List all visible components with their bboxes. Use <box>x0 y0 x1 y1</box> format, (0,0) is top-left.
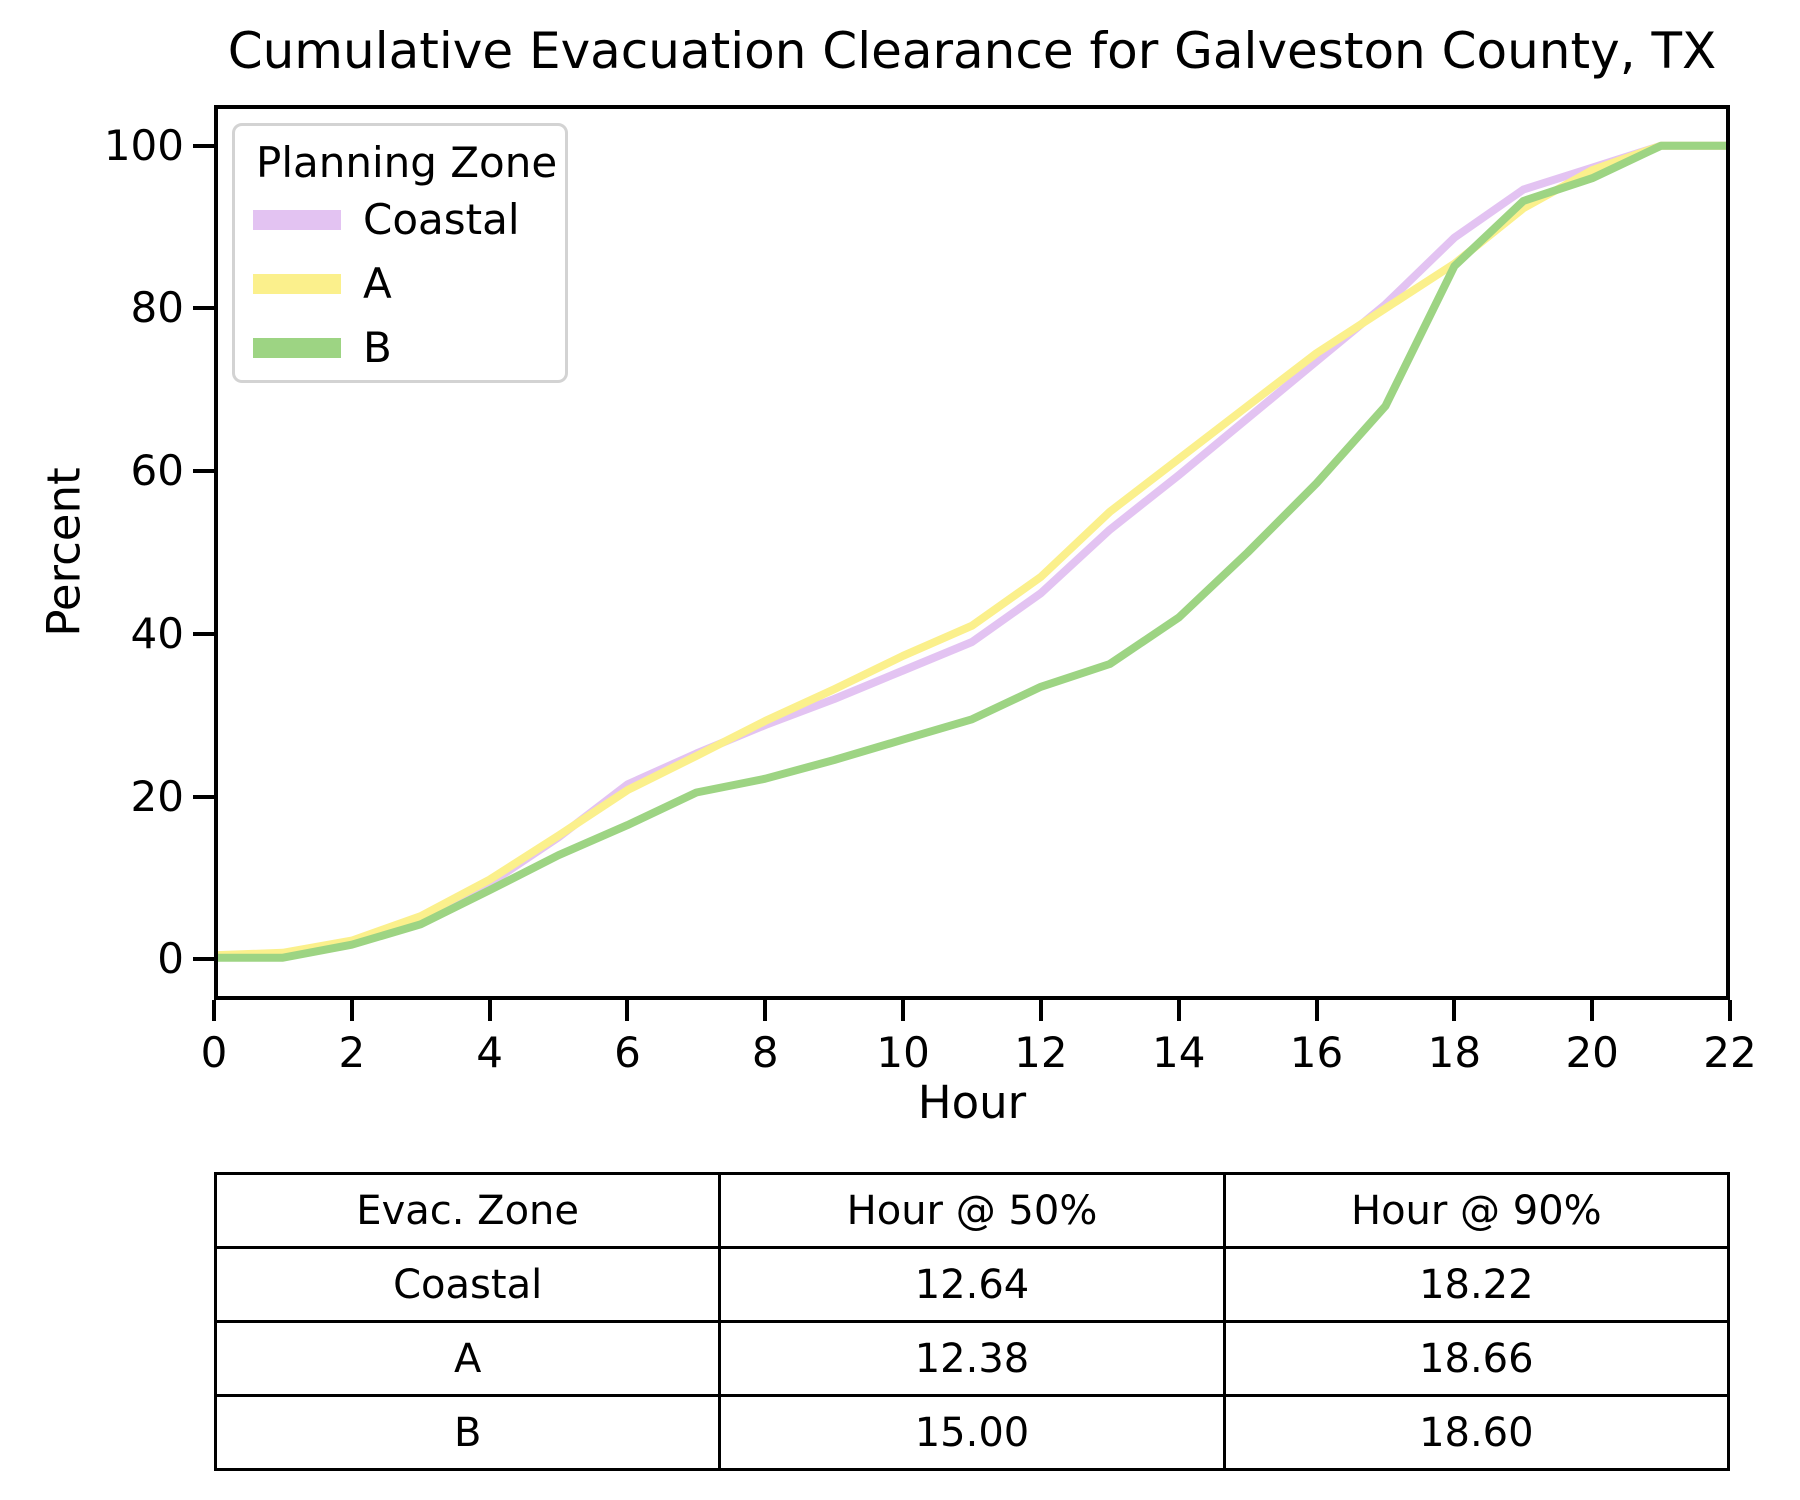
summary-table-head: Evac. Zone Hour @ 50% Hour @ 90% <box>213 1172 1731 1249</box>
table-cell: Coastal <box>213 1246 722 1323</box>
x-tick-mark <box>1728 1000 1732 1021</box>
x-tick-label: 22 <box>1703 1028 1757 1077</box>
legend-entry-b: B <box>235 323 565 372</box>
x-tick-label: 2 <box>338 1028 366 1077</box>
x-tick-label: 6 <box>614 1028 641 1077</box>
y-tick-mark <box>193 631 214 636</box>
x-tick-mark <box>212 1000 216 1021</box>
table-header-cell: Hour @ 90% <box>1222 1172 1731 1249</box>
y-tick-label: 100 <box>103 120 184 170</box>
table-row: A 12.38 18.66 <box>213 1320 1731 1397</box>
chart-title: Cumulative Evacuation Clearance for Galv… <box>227 22 1717 80</box>
summary-table-body: Coastal 12.64 18.22 A 12.38 18.66 B 15.00 18.60 <box>213 1246 1731 1471</box>
table-row: Coastal 12.64 18.22 <box>213 1246 1731 1323</box>
table-header-cell: Hour @ 50% <box>718 1172 1226 1249</box>
x-tick-mark <box>349 1000 354 1021</box>
legend-label: B <box>363 323 392 372</box>
table-cell: 18.66 <box>1222 1320 1731 1397</box>
legend-title: Planning Zone <box>256 138 558 187</box>
y-tick-label: 0 <box>157 934 184 984</box>
x-tick-label: 0 <box>200 1028 228 1077</box>
table-cell: 18.60 <box>1222 1394 1731 1471</box>
summary-table: Evac. Zone Hour @ 50% Hour @ 90% Coastal 12… <box>213 1172 1731 1471</box>
legend-label: A <box>363 259 392 308</box>
legend-entry-a: A <box>235 259 565 308</box>
x-tick-label: 20 <box>1565 1028 1619 1077</box>
y-tick-mark <box>193 143 214 148</box>
line-b <box>214 141 1730 962</box>
legend-label: Coastal <box>363 195 520 244</box>
x-tick-label: 8 <box>751 1028 779 1077</box>
legend-swatch-icon <box>253 274 341 294</box>
y-tick-label: 20 <box>130 771 184 821</box>
table-cell: 12.64 <box>718 1246 1226 1323</box>
table-cell: 12.38 <box>718 1320 1226 1397</box>
x-tick-mark <box>1590 1000 1595 1021</box>
x-tick-mark <box>625 1000 630 1021</box>
legend-swatch-icon <box>253 338 341 358</box>
x-tick-label: 14 <box>1151 1028 1206 1077</box>
x-tick-mark <box>763 1000 768 1021</box>
table-cell: A <box>213 1320 722 1397</box>
y-tick-mark <box>193 957 214 962</box>
y-tick-label: 80 <box>130 283 184 333</box>
x-tick-mark <box>901 1000 906 1021</box>
y-tick-mark <box>193 794 214 799</box>
table-header-cell: Evac. Zone <box>213 1172 722 1249</box>
legend-entry-coastal: Coastal <box>235 195 565 244</box>
x-axis-label: Hour <box>917 1076 1027 1129</box>
x-tick-mark <box>1038 1000 1043 1021</box>
plot-area <box>214 105 1730 1000</box>
x-tick-mark <box>1452 1000 1457 1021</box>
x-tick-label: 10 <box>876 1028 930 1077</box>
x-tick-label: 16 <box>1289 1028 1344 1077</box>
y-tick-label: 40 <box>130 608 184 658</box>
x-tick-label: 4 <box>476 1028 503 1077</box>
y-tick-label: 60 <box>130 446 184 496</box>
table-cell: 18.22 <box>1222 1246 1731 1323</box>
legend-swatch-icon <box>253 210 341 230</box>
x-tick-mark <box>1176 1000 1181 1021</box>
x-tick-mark <box>487 1000 492 1021</box>
y-tick-mark <box>193 306 214 311</box>
x-tick-label: 12 <box>1014 1028 1068 1077</box>
table-row: B 15.00 18.60 <box>213 1394 1731 1471</box>
axes-frame <box>214 105 1730 1000</box>
legend: Planning Zone Coastal A B <box>232 123 568 383</box>
table-cell: 15.00 <box>718 1394 1226 1471</box>
x-tick-mark <box>1314 1000 1319 1021</box>
table-cell: B <box>213 1394 722 1471</box>
y-tick-mark <box>193 469 214 474</box>
table-header-row: Evac. Zone Hour @ 50% Hour @ 90% <box>213 1172 1731 1249</box>
x-tick-label: 18 <box>1427 1028 1482 1077</box>
